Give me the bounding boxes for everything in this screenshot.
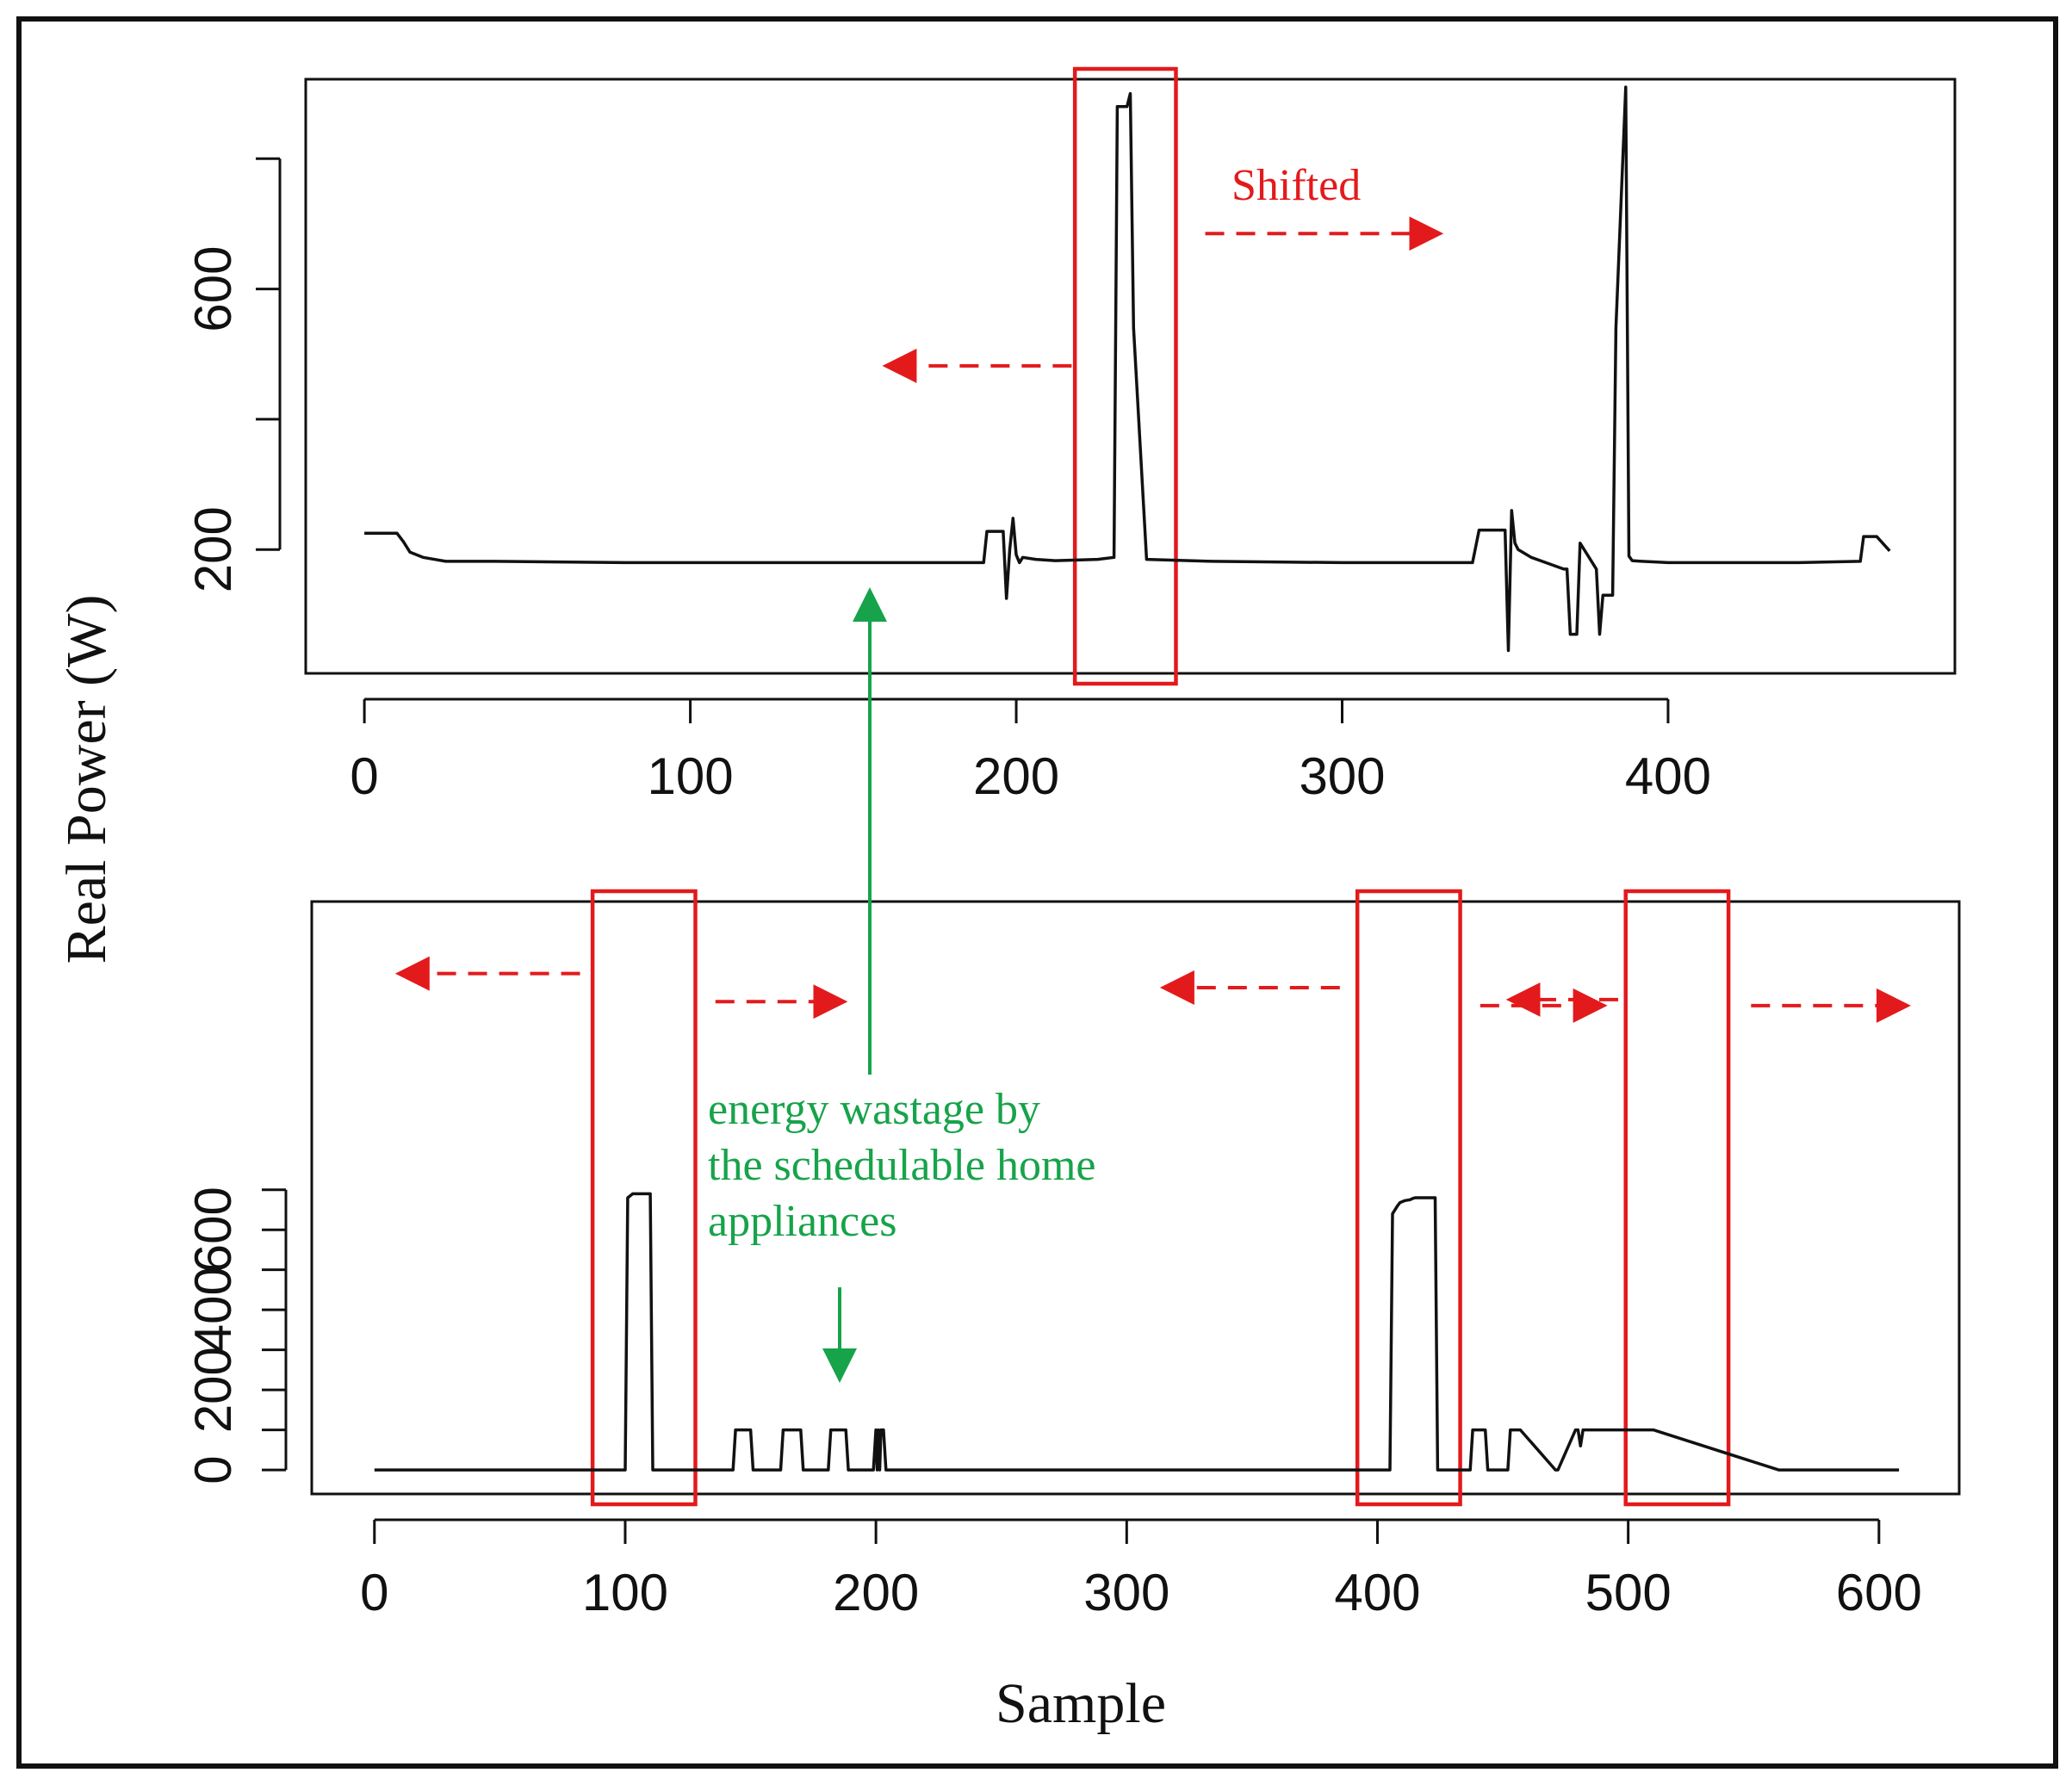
x-tick-label: 100 xyxy=(582,1564,668,1621)
shifted-label: Shifted xyxy=(1231,161,1361,210)
bottom-x-axis: 0 100 200 300 400 500 600 xyxy=(360,1518,1922,1621)
y-tick-label: 0 xyxy=(184,1455,242,1484)
bottom-power-trace xyxy=(374,1192,1900,1472)
outer-frame xyxy=(16,16,2058,1769)
y-axis-title: Real Power (W) xyxy=(55,595,118,964)
top-plot-frame xyxy=(304,77,1957,675)
x-axis-title: Sample xyxy=(996,1672,1166,1735)
wastage-line-2: the schedulable home xyxy=(708,1141,1096,1190)
wastage-annotation: energy wastage by the schedulable home a… xyxy=(708,587,1096,1383)
x-tick-label: 200 xyxy=(973,747,1059,805)
x-tick-label: 400 xyxy=(1334,1564,1420,1621)
x-tick-label: 400 xyxy=(1625,747,1711,805)
top-y-axis: 200 600 xyxy=(184,157,282,592)
wastage-line-1: energy wastage by xyxy=(708,1085,1040,1134)
x-tick-label: 600 xyxy=(1836,1564,1922,1621)
y-tick-label: 600 xyxy=(184,246,242,332)
bottom-plot-frame xyxy=(310,900,1961,1496)
top-highlight-boxes xyxy=(1072,66,1178,686)
top-panel: 200 600 0 100 200 300 400 Shifted xyxy=(184,66,1957,805)
x-tick-label: 0 xyxy=(350,747,378,805)
bottom-arrows xyxy=(394,956,1911,1023)
highlight-box xyxy=(1623,889,1731,1507)
top-arrows xyxy=(882,216,1444,383)
bottom-highlight-boxes xyxy=(590,889,1731,1507)
top-power-trace xyxy=(364,85,1891,653)
y-tick-label: 400 xyxy=(184,1267,242,1353)
y-tick-label: 200 xyxy=(184,1347,242,1433)
top-x-axis: 0 100 200 300 400 xyxy=(350,697,1711,805)
x-tick-label: 200 xyxy=(833,1564,919,1621)
highlight-box xyxy=(590,889,698,1507)
x-tick-label: 0 xyxy=(360,1564,388,1621)
x-tick-label: 300 xyxy=(1299,747,1385,805)
highlight-box xyxy=(1072,66,1178,686)
x-tick-label: 500 xyxy=(1585,1564,1672,1621)
x-tick-label: 100 xyxy=(648,747,734,805)
wastage-line-3: appliances xyxy=(708,1197,896,1246)
highlight-box xyxy=(1355,889,1462,1507)
y-tick-label: 200 xyxy=(184,506,242,592)
y-tick-label: 600 xyxy=(184,1187,242,1273)
x-tick-label: 300 xyxy=(1083,1564,1169,1621)
